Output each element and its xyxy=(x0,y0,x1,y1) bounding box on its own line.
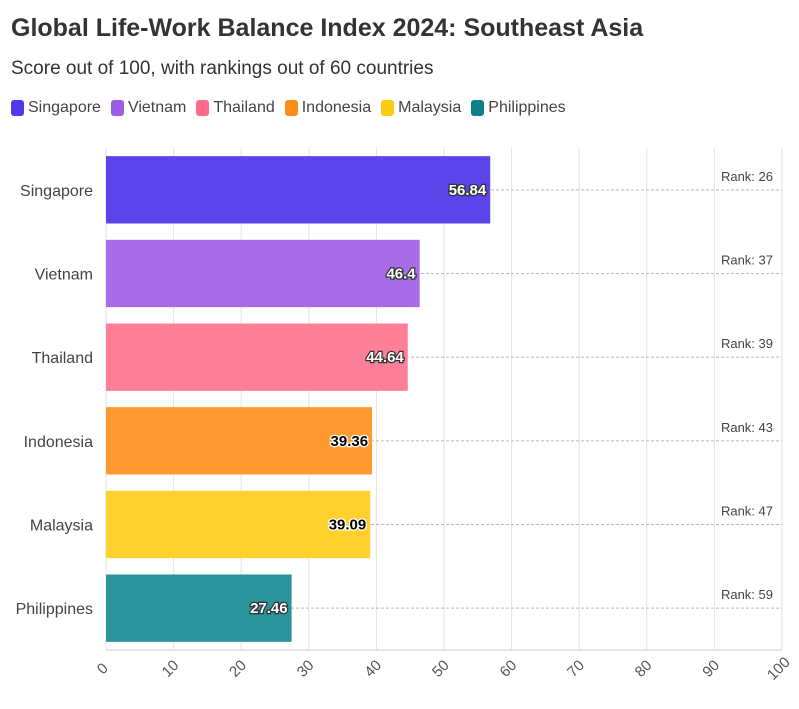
legend-swatch-indonesia xyxy=(284,100,298,116)
rank-label-singapore: Rank: 26 xyxy=(721,169,773,184)
rank-label-philippines: Rank: 59 xyxy=(721,587,773,602)
x-tick-label-30: 30 xyxy=(294,657,318,681)
legend-label-indonesia: Indonesia xyxy=(301,99,372,116)
bar-philippines xyxy=(106,574,292,642)
legend-label-thailand: Thailand xyxy=(213,99,275,116)
legend-label-singapore: Singapore xyxy=(28,99,101,116)
legend-item-vietnam[interactable]: Vietnam xyxy=(110,99,187,117)
legend-item-singapore[interactable]: Singapore xyxy=(11,99,101,117)
value-label-philippines: 27.46 xyxy=(250,600,288,617)
legend: Singapore Vietnam Thailand Indonesia Mal… xyxy=(11,99,566,117)
x-tick-label-10: 10 xyxy=(159,657,183,681)
x-tick-label-80: 80 xyxy=(632,657,656,681)
category-label-malaysia: Malaysia xyxy=(30,518,93,535)
rank-label-thailand: Rank: 39 xyxy=(721,336,773,351)
legend-swatch-singapore xyxy=(11,100,24,116)
bar-malaysia xyxy=(106,490,371,559)
x-tick-label-100: 100 xyxy=(764,654,794,684)
legend-swatch-thailand xyxy=(196,100,210,116)
legend-label-vietnam: Vietnam xyxy=(127,99,187,116)
rank-label-malaysia: Rank: 47 xyxy=(721,504,773,519)
legend-label-philippines: Philippines xyxy=(488,99,566,116)
x-tick-label-60: 60 xyxy=(497,657,521,681)
legend-item-thailand[interactable]: Thailand xyxy=(196,99,275,117)
chart-subtitle: Score out of 100, with rankings out of 6… xyxy=(11,58,434,79)
legend-swatch-philippines xyxy=(471,100,485,116)
value-label-malaysia: 39.09 xyxy=(329,517,367,534)
value-label-thailand: 44.64 xyxy=(366,349,404,366)
bar-singapore xyxy=(106,156,491,224)
chart-title: Global Life-Work Balance Index 2024: Sou… xyxy=(11,14,644,42)
legend-item-indonesia[interactable]: Indonesia xyxy=(284,99,372,117)
category-label-singapore: Singapore xyxy=(20,183,93,200)
bar-thailand xyxy=(106,323,408,391)
rank-label-vietnam: Rank: 37 xyxy=(721,253,773,268)
bar-indonesia xyxy=(106,407,373,475)
rank-label-indonesia: Rank: 43 xyxy=(721,420,773,435)
x-tick-label-0: 0 xyxy=(94,660,112,678)
category-label-philippines: Philippines xyxy=(16,601,93,618)
category-label-indonesia: Indonesia xyxy=(24,434,93,451)
x-tick-label-70: 70 xyxy=(564,657,588,681)
legend-swatch-vietnam xyxy=(110,100,124,116)
legend-label-malaysia: Malaysia xyxy=(398,99,462,116)
category-label-vietnam: Vietnam xyxy=(35,267,93,284)
x-tick-label-20: 20 xyxy=(226,657,250,681)
bar-vietnam xyxy=(106,239,420,308)
value-label-singapore: 56.84 xyxy=(449,182,487,199)
x-tick-label-50: 50 xyxy=(429,657,453,681)
value-label-vietnam: 46.4 xyxy=(386,266,416,283)
x-tick-label-90: 90 xyxy=(699,657,723,681)
category-label-thailand: Thailand xyxy=(32,350,93,367)
legend-item-malaysia[interactable]: Malaysia xyxy=(381,99,461,117)
value-label-indonesia: 39.36 xyxy=(331,433,369,450)
x-tick-label-40: 40 xyxy=(361,657,385,681)
legend-swatch-malaysia xyxy=(381,100,395,116)
legend-item-philippines[interactable]: Philippines xyxy=(471,99,566,117)
